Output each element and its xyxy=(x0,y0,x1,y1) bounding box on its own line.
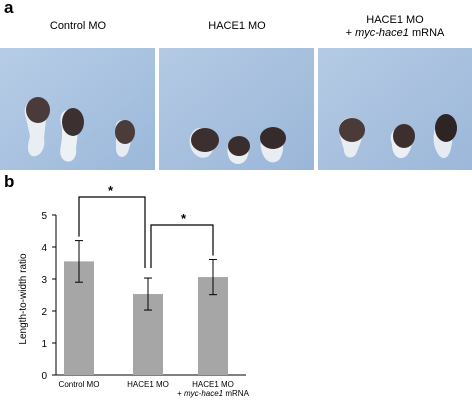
image-label-rescue-line2-suffix: mRNA xyxy=(408,27,445,39)
image-label-rescue-gene: myc-hace1 xyxy=(355,27,409,39)
y-tick-label: 1 xyxy=(41,339,47,350)
embryo-shape xyxy=(60,108,84,162)
panel-a-letter: a xyxy=(4,0,14,17)
embryo-shape xyxy=(24,97,50,157)
image-label-control-line1: Control MO xyxy=(49,20,107,32)
y-tick-label: 4 xyxy=(41,243,47,254)
image-label-rescue: HACE1 MO + myc-hace1 mRNA xyxy=(318,14,472,40)
image-label-rescue-line1: HACE1 MO xyxy=(366,14,424,26)
y-tick-label: 2 xyxy=(41,307,47,318)
significance-star: * xyxy=(181,211,187,226)
image-label-control: Control MO xyxy=(0,20,156,33)
embryo-shape xyxy=(338,117,365,158)
embryo-photo-hace1 xyxy=(159,48,314,170)
y-tick-label: 3 xyxy=(41,275,47,286)
significance-bracket xyxy=(78,196,146,269)
image-label-hace1-line1: HACE1 MO xyxy=(208,20,266,32)
y-axis-label: Length-to-width ratio xyxy=(18,253,29,345)
embryo-shape xyxy=(227,136,250,164)
image-label-hace1: HACE1 MO xyxy=(160,20,314,33)
x-tick-label: Control MO xyxy=(59,380,100,389)
y-tick-label: 5 xyxy=(41,211,47,222)
embryo-shape xyxy=(115,120,135,157)
significance-star: * xyxy=(108,185,114,198)
embryo-shape xyxy=(433,114,457,159)
panel-b-letter: b xyxy=(4,172,15,191)
embryo-photo-rescue xyxy=(318,48,472,170)
embryo-shape xyxy=(390,124,415,159)
y-tick-label: 0 xyxy=(41,371,47,382)
embryo-shape xyxy=(260,127,286,163)
embryo-photo-control xyxy=(0,48,155,170)
x-tick-label: HACE1 MO xyxy=(192,380,234,389)
x-tick-label-line2: + myc-hace1 mRNA xyxy=(177,389,249,398)
x-tick-label: HACE1 MO xyxy=(127,380,169,389)
image-label-rescue-line2-prefix: + xyxy=(345,27,356,39)
significance-bracket xyxy=(150,224,214,269)
bar-chart: Length-to-width ratio 0 1 2 3 4 5 Control MO HAC… xyxy=(18,185,250,398)
embryo-shape xyxy=(189,128,219,158)
